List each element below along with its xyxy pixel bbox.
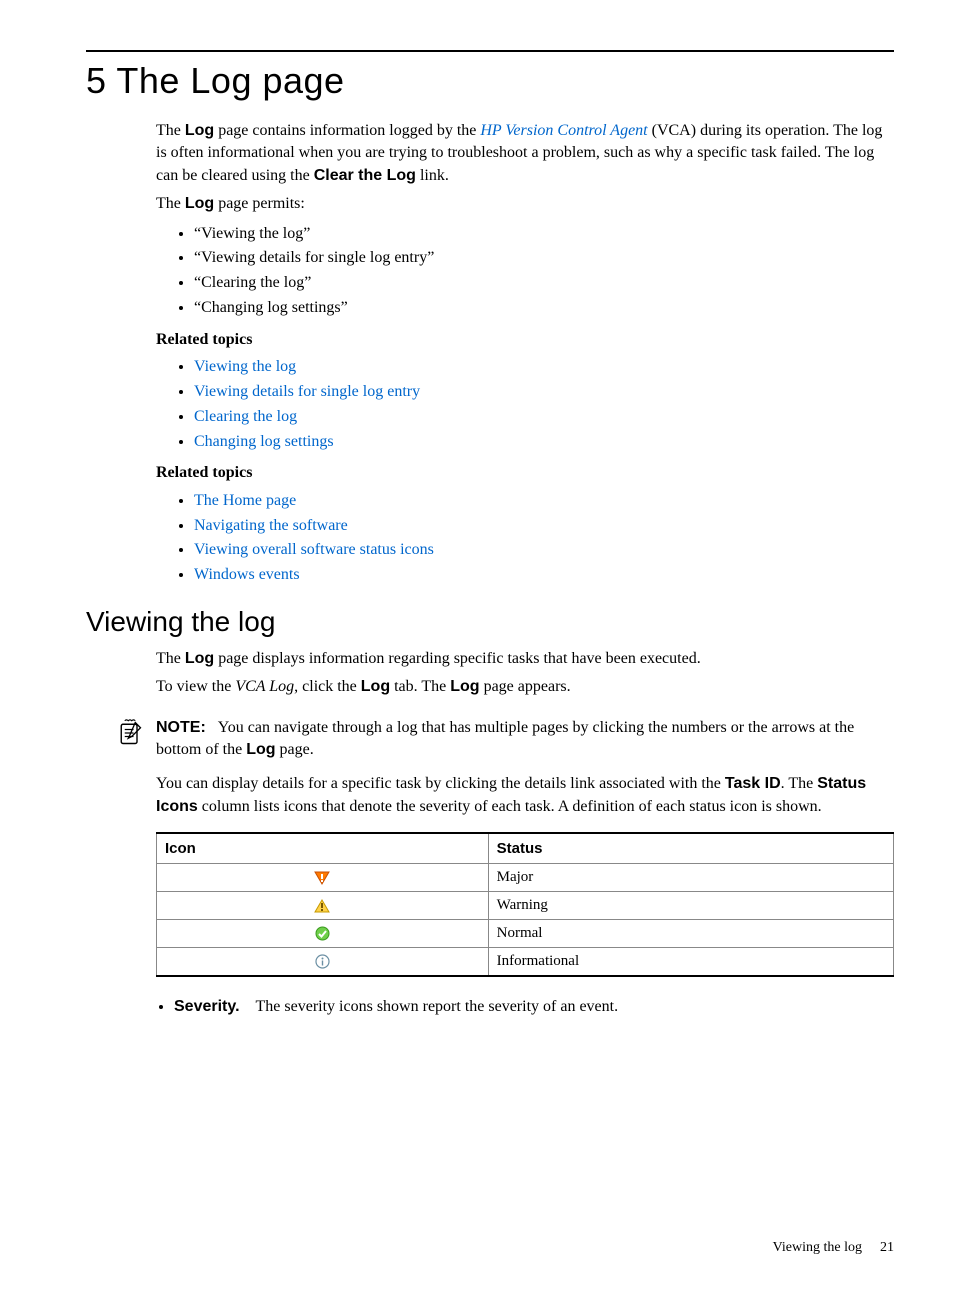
log-bold: Log [185,122,214,139]
page-footer: Viewing the log 21 [86,1240,894,1256]
log-bold: Log [246,741,275,758]
normal-icon [315,926,330,941]
table-row: Normal [157,920,894,948]
icon-cell-normal [157,920,489,948]
taskid-bold: Task ID [725,775,781,792]
section-p2: To view the VCA Log, click the Log tab. … [156,676,894,698]
top-rule [86,50,894,52]
text: , click the [294,678,361,695]
related-link[interactable]: Windows events [194,566,300,583]
related-link[interactable]: Viewing the log [194,358,296,375]
vca-log-ital: VCA Log [235,678,294,695]
text: The [156,650,185,667]
section-title: Viewing the log [86,606,894,638]
note-block: NOTE: You can navigate through a log tha… [116,717,894,762]
status-icons-table: Icon Status Major [156,832,894,977]
list-item: “Changing log settings” [194,296,894,321]
related-list-1: Viewing the log Viewing details for sing… [156,355,894,454]
icon-cell-warning [157,892,489,920]
severity-label: Severity. [174,998,240,1015]
chapter-title: 5 The Log page [86,60,894,102]
info-icon [315,954,330,969]
related-link[interactable]: Viewing overall software status icons [194,541,434,558]
list-item: Viewing the log [194,355,894,380]
severity-text: The severity icons shown report the seve… [256,998,619,1015]
text: The [156,195,185,212]
afternote-block: You can display details for a specific t… [156,773,894,1020]
text: The [156,122,185,139]
status-cell: Normal [488,920,893,948]
body-block: The Log page contains information logged… [156,120,894,588]
note-text: NOTE: You can navigate through a log tha… [156,717,894,762]
table-row: Warning [157,892,894,920]
status-cell: Informational [488,948,893,977]
text: page permits: [214,195,305,212]
related-link[interactable]: Changing log settings [194,433,334,450]
text: page displays information regarding spec… [214,650,701,667]
list-item: Changing log settings [194,430,894,455]
related-list-2: The Home page Navigating the software Vi… [156,489,894,588]
text: . The [781,775,818,792]
table-header-icon: Icon [157,833,489,864]
section-body: The Log page displays information regard… [156,648,894,699]
text: To view the [156,678,235,695]
major-icon [314,871,330,885]
intro-paragraph-2: The Log page permits: [156,193,894,215]
table-header-status: Status [488,833,893,864]
related-link[interactable]: Viewing details for single log entry [194,383,420,400]
list-item: “Viewing the log” [194,222,894,247]
vca-link[interactable]: HP Version Control Agent [480,122,647,139]
log-bold: Log [361,678,390,695]
afternote-p: You can display details for a specific t… [156,773,894,818]
text: page appears. [480,678,571,695]
table-row: Informational [157,948,894,977]
list-item: Navigating the software [194,514,894,539]
list-item: Viewing details for single log entry [194,380,894,405]
severity-list: Severity. The severity icons shown repor… [156,995,894,1020]
note-icon [116,717,156,752]
status-cell: Warning [488,892,893,920]
text: page. [276,741,314,758]
related-link[interactable]: Navigating the software [194,517,348,534]
log-bold: Log [185,650,214,667]
permits-list: “Viewing the log” “Viewing details for s… [156,222,894,321]
icon-cell-major [157,864,489,892]
clear-log-bold: Clear the Log [314,167,416,184]
related-topics-heading-2: Related topics [156,462,894,484]
text: link. [416,167,449,184]
section-p1: The Log page displays information regard… [156,648,894,670]
icon-cell-info [157,948,489,977]
status-cell: Major [488,864,893,892]
text: column lists icons that denote the sever… [198,798,822,815]
log-bold: Log [450,678,479,695]
warning-icon [314,899,330,913]
note-label: NOTE: [156,719,206,736]
text: tab. The [390,678,450,695]
table-row: Major [157,864,894,892]
related-link[interactable]: Clearing the log [194,408,297,425]
log-bold: Log [185,195,214,212]
text: page contains information logged by the [214,122,480,139]
footer-page-number: 21 [880,1240,894,1256]
intro-paragraph-1: The Log page contains information logged… [156,120,894,187]
list-item: Severity. The severity icons shown repor… [174,995,894,1020]
footer-text: Viewing the log [773,1240,862,1256]
list-item: Clearing the log [194,405,894,430]
list-item: Windows events [194,563,894,588]
list-item: “Viewing details for single log entry” [194,246,894,271]
page-container: 5 The Log page The Log page contains inf… [0,0,954,1296]
list-item: Viewing overall software status icons [194,538,894,563]
list-item: The Home page [194,489,894,514]
list-item: “Clearing the log” [194,271,894,296]
text: You can display details for a specific t… [156,775,725,792]
table-header-row: Icon Status [157,833,894,864]
related-link[interactable]: The Home page [194,492,296,509]
related-topics-heading-1: Related topics [156,329,894,351]
